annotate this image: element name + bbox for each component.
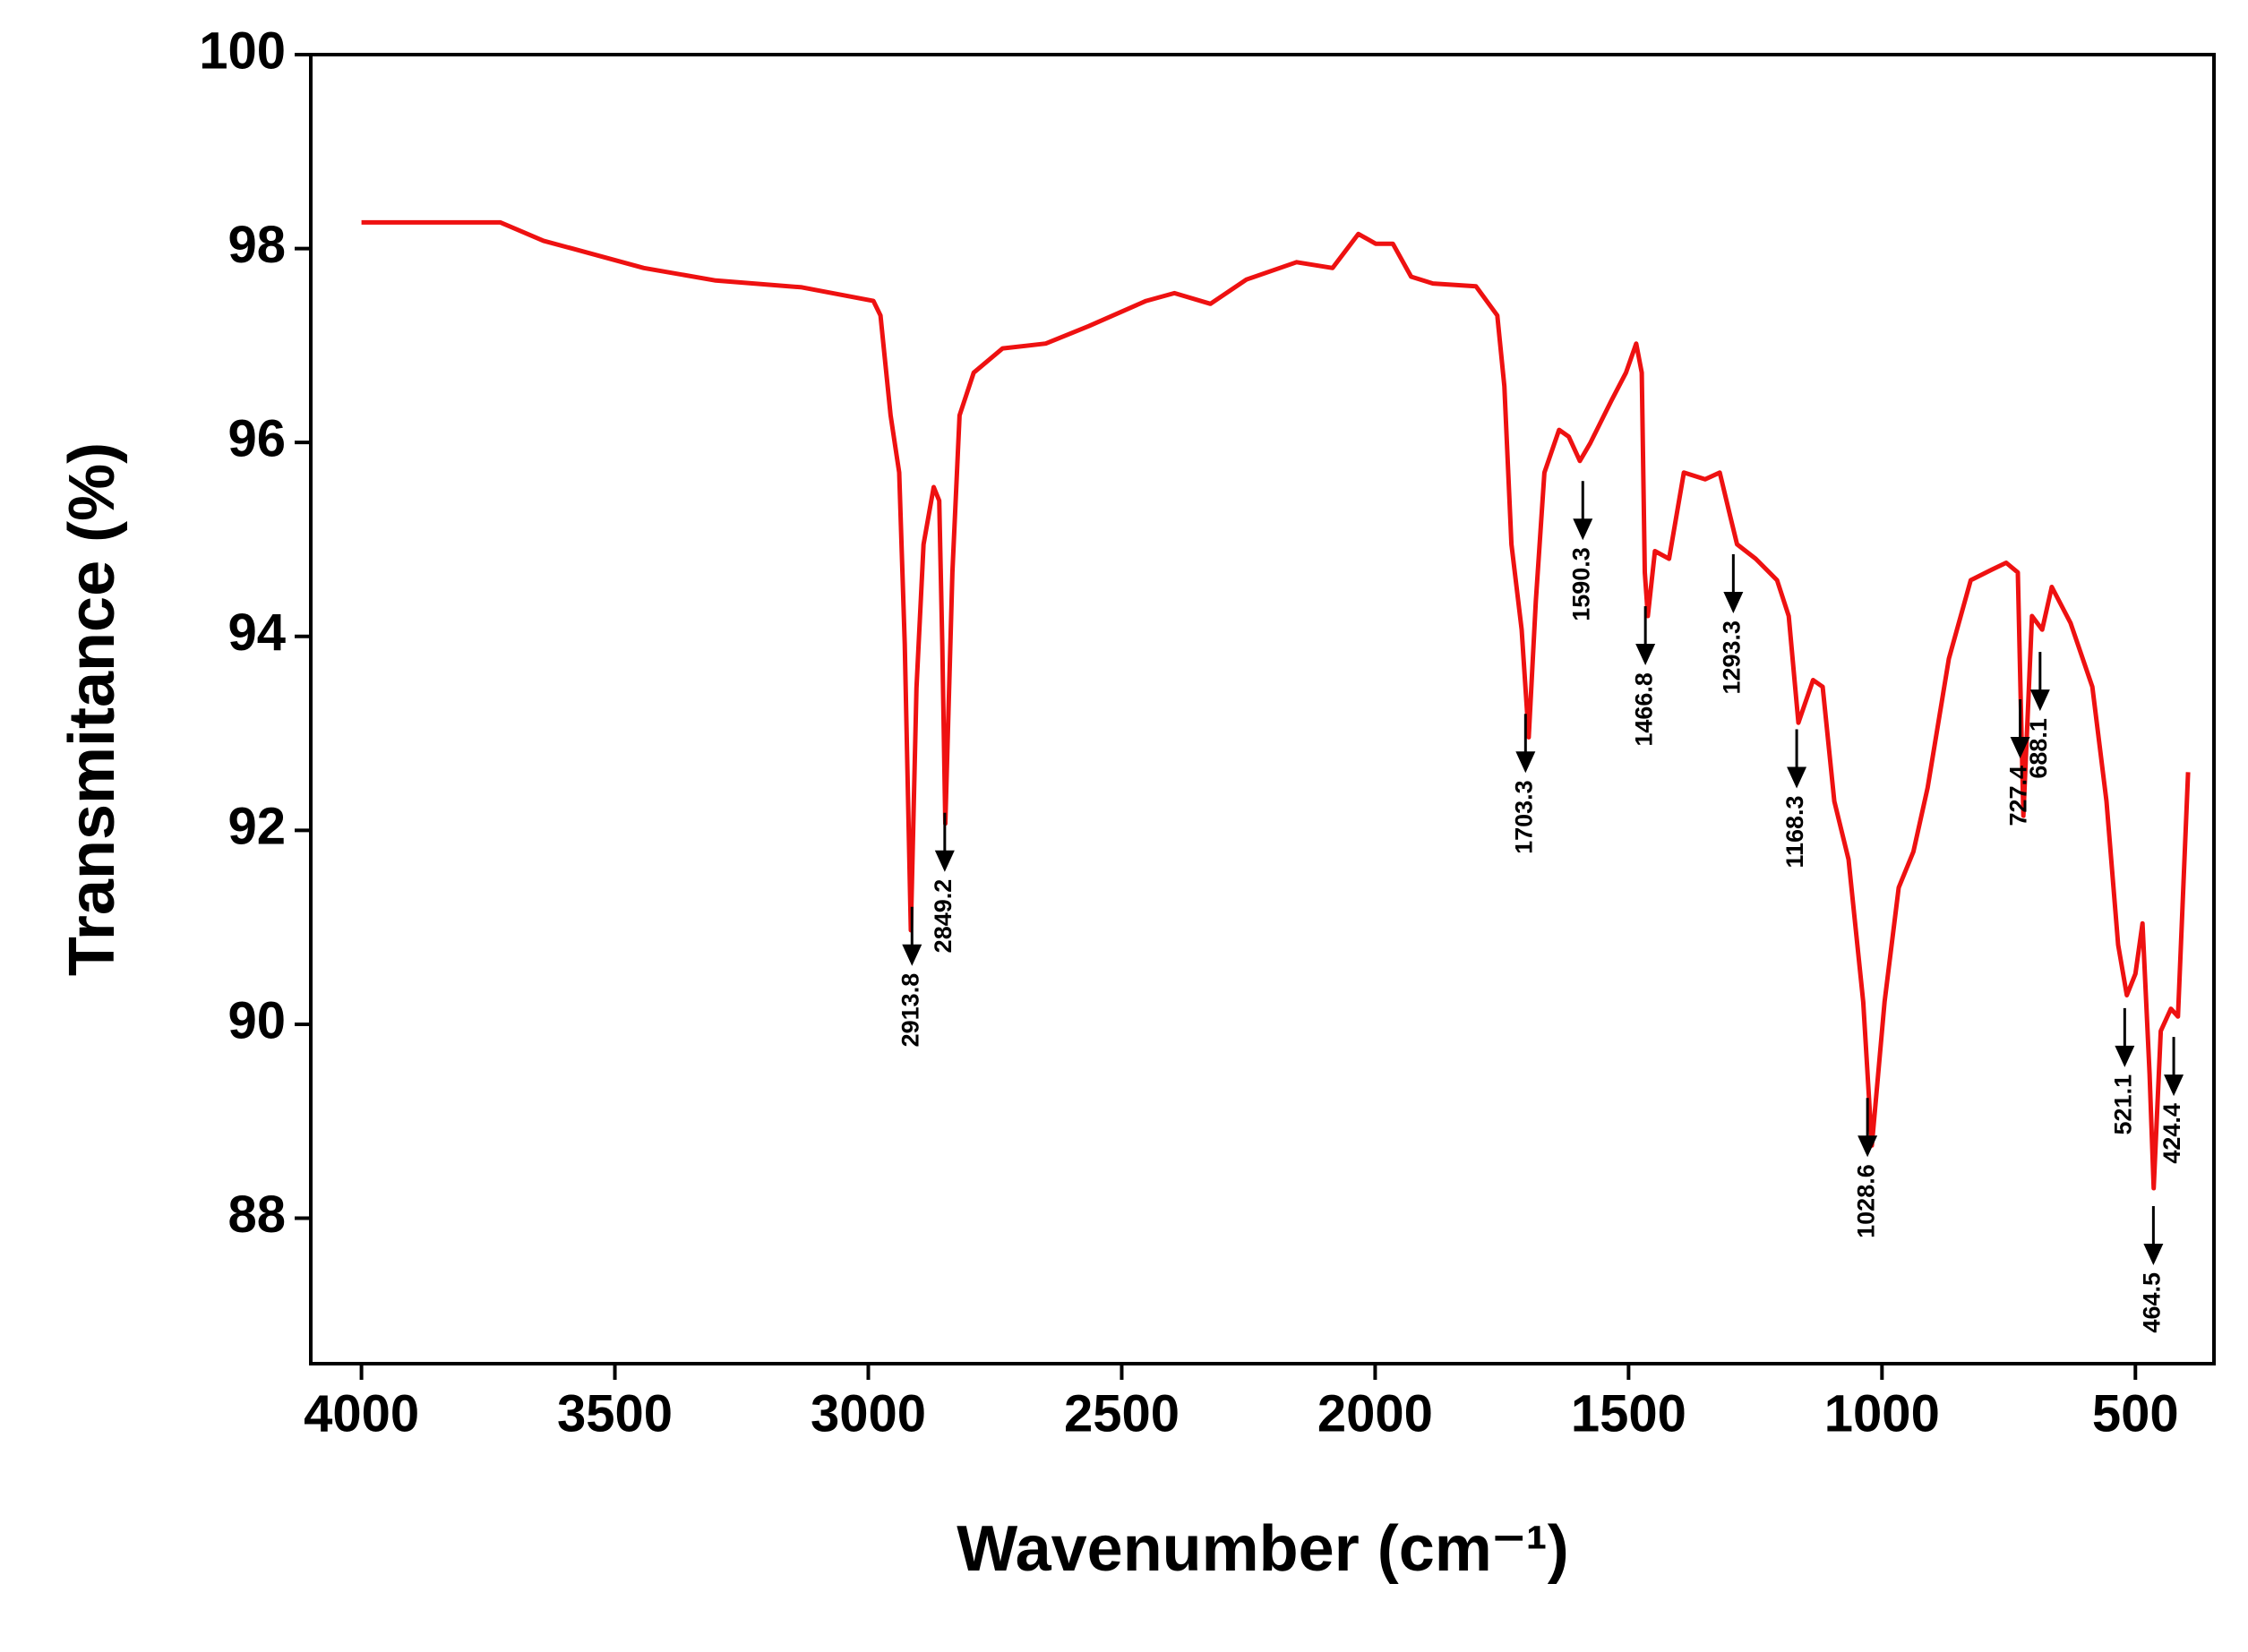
peak-arrow bbox=[1787, 729, 1807, 789]
peak-label: 464.5 bbox=[2138, 1272, 2165, 1333]
peak-arrow bbox=[1858, 1098, 1878, 1158]
arrow-head bbox=[1515, 751, 1536, 774]
spectrum-line bbox=[361, 219, 2191, 1191]
y-tick-label: 88 bbox=[227, 1186, 286, 1244]
arrow-head bbox=[1635, 644, 1656, 666]
y-tick-label: 92 bbox=[227, 798, 286, 856]
plot-frame bbox=[309, 53, 2216, 1365]
peak-arrow bbox=[2143, 1205, 2164, 1265]
peak-label: 521.1 bbox=[2109, 1074, 2136, 1135]
arrow-head bbox=[1787, 766, 1807, 789]
peak-label: 2849.2 bbox=[930, 879, 957, 954]
peak-label: 1028.6 bbox=[1852, 1164, 1879, 1238]
arrow-head bbox=[934, 850, 955, 872]
y-tick-label: 98 bbox=[227, 216, 286, 274]
peak-label: 1466.8 bbox=[1630, 672, 1657, 747]
peak-arrow bbox=[2029, 652, 2050, 712]
peak-arrow bbox=[934, 812, 955, 872]
y-tick-label: 100 bbox=[199, 21, 286, 80]
x-tick-label: 1000 bbox=[1824, 1384, 1940, 1442]
arrow-head bbox=[2115, 1045, 2135, 1067]
y-tick-label: 90 bbox=[227, 991, 286, 1049]
peak-arrow bbox=[2164, 1037, 2184, 1097]
x-tick-label: 3500 bbox=[557, 1384, 673, 1442]
arrow-head bbox=[1858, 1135, 1878, 1158]
peak-arrow bbox=[1635, 606, 1656, 666]
peak-label: 1590.3 bbox=[1567, 547, 1594, 621]
peak-arrow bbox=[1723, 553, 1744, 613]
peak-label: 1168.3 bbox=[1781, 795, 1808, 868]
arrow-head bbox=[2010, 736, 2030, 758]
arrow-head bbox=[2029, 689, 2050, 712]
x-tick-label: 1500 bbox=[1571, 1384, 1686, 1442]
arrow-head bbox=[2143, 1243, 2164, 1265]
peak-label: 1293.3 bbox=[1718, 621, 1745, 695]
peak-label: 424.4 bbox=[2158, 1103, 2185, 1164]
peak-label: 2913.8 bbox=[897, 973, 923, 1048]
peak-arrow bbox=[2115, 1007, 2135, 1067]
arrow-head bbox=[1573, 518, 1593, 541]
x-tick-label: 2500 bbox=[1064, 1384, 1180, 1442]
x-axis-title: Wavenumber (cm⁻¹) bbox=[957, 1513, 1568, 1585]
x-tick-label: 2000 bbox=[1317, 1384, 1433, 1442]
x-tick-label: 3000 bbox=[811, 1384, 926, 1442]
peak-label: 1703.3 bbox=[1510, 780, 1537, 854]
peak-arrow bbox=[2010, 698, 2030, 758]
y-axis-title: Transmitance (%) bbox=[56, 442, 128, 976]
peak-arrow bbox=[1515, 714, 1536, 774]
arrow-head bbox=[902, 944, 922, 966]
peak-arrow bbox=[1573, 481, 1593, 541]
peak-label: 688.1 bbox=[2025, 718, 2052, 779]
x-tick-label: 500 bbox=[2092, 1384, 2179, 1442]
y-tick-label: 94 bbox=[227, 603, 286, 662]
arrow-head bbox=[1723, 591, 1744, 613]
peak-arrow bbox=[902, 906, 922, 966]
x-tick-label: 4000 bbox=[304, 1384, 419, 1442]
arrow-head bbox=[2164, 1074, 2184, 1097]
peak-label: 727.4 bbox=[2005, 766, 2032, 826]
y-tick-label: 96 bbox=[227, 410, 286, 468]
